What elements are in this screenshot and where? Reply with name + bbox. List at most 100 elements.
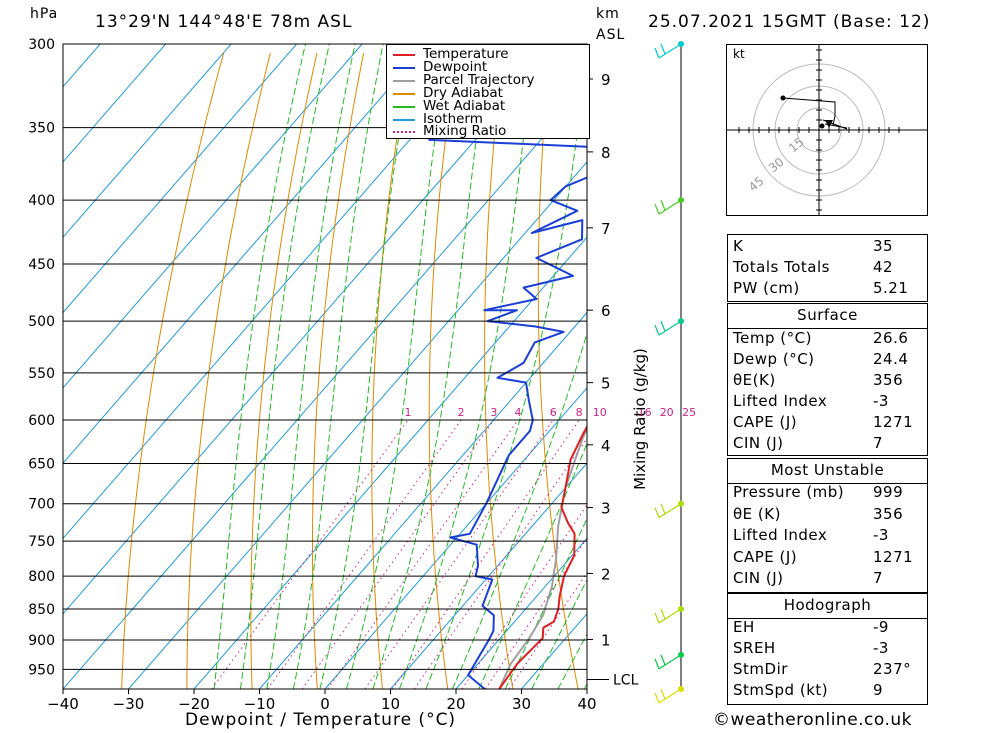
legend-item: Temperature — [393, 47, 509, 61]
km-tick-label: 9 — [601, 71, 611, 89]
mu-row: Pressure (mb) 999 — [733, 483, 922, 504]
mu-value: -3 — [873, 526, 889, 544]
surface-value: 24.4 — [873, 350, 909, 368]
isotherm — [455, 537, 587, 689]
mu-row: CIN (J) 7 — [733, 569, 922, 590]
index-label: Totals Totals — [733, 258, 830, 276]
index-row-k: K 35 — [733, 237, 922, 258]
hodo-label: EH — [733, 618, 755, 636]
legend-swatch — [393, 92, 415, 95]
surface-row: CAPE (J) 1271 — [733, 413, 922, 434]
legend-swatch — [393, 53, 415, 56]
index-label: PW (cm) — [733, 279, 800, 297]
mixing-ratio-line — [267, 419, 462, 689]
hodograph-unit: kt — [733, 47, 745, 61]
hodograph-stats-title: Hodograph — [783, 596, 872, 614]
y-tick-label: 800 — [28, 569, 55, 585]
mu-label: θE (K) — [733, 505, 781, 523]
legend-item: Isotherm — [393, 111, 483, 127]
plot-frame — [62, 43, 588, 690]
valid-datetime: 25.07.2021 15GMT (Base: 12) — [648, 12, 931, 32]
x-tick-label: 30 — [512, 695, 531, 713]
mixing-ratio-line — [327, 419, 519, 689]
dry-adiabat — [428, 52, 458, 689]
hodo-label: SREH — [733, 639, 776, 657]
mu-value: 999 — [873, 483, 904, 501]
surface-value: 7 — [873, 434, 884, 452]
most-unstable-title: Most Unstable — [770, 461, 885, 479]
y-tick-label: 750 — [28, 534, 55, 550]
legend-swatch — [393, 79, 415, 82]
plot-area — [63, 44, 1000, 689]
x-tick-label: −40 — [47, 695, 79, 713]
hodo-row: StmDir 237° — [733, 660, 922, 681]
pressure-unit: hPa — [30, 6, 59, 22]
isotherm — [63, 44, 298, 314]
y-tick-label: 650 — [28, 456, 55, 472]
y-tick-label: 500 — [28, 314, 55, 330]
isotherm — [63, 44, 429, 464]
km-tick-label: 1 — [601, 631, 611, 649]
temperature-line — [498, 424, 587, 689]
divider — [728, 328, 927, 329]
surface-label: Lifted Index — [733, 392, 828, 410]
y-tick-label: 900 — [28, 633, 55, 649]
mixing-ratio-line — [301, 419, 495, 689]
surface-label: Dewp (°C) — [733, 350, 815, 368]
legend-label: Isotherm — [423, 111, 483, 127]
isotherm — [193, 236, 587, 689]
dry-adiabat — [186, 52, 271, 689]
isotherm — [63, 44, 167, 163]
legend-label: Dewpoint — [423, 59, 488, 75]
mixing-ratio-label: 10 — [593, 406, 607, 419]
km-tick-label: 4 — [601, 437, 611, 455]
dry-adiabat — [537, 52, 579, 689]
legend-label: Mixing Ratio — [423, 123, 507, 139]
hodo-row: StmSpd (kt) 9 — [733, 681, 922, 702]
legend-swatch — [393, 130, 415, 133]
lcl-label: LCL — [613, 673, 639, 689]
y-tick-label: 350 — [28, 121, 55, 137]
copyright-footer[interactable]: ©weatheronline.co.uk — [713, 710, 913, 730]
station-location: 13°29'N 144°48'E 78m ASL — [95, 12, 353, 32]
wind-barb-icon — [654, 503, 682, 519]
surface-panel: Surface Temp (°C) 26.6 Dewp (°C) 24.4 θE(K… — [727, 303, 928, 456]
legend-item: Dry Adiabat — [393, 85, 503, 101]
height-unit-asl: ASL — [596, 27, 626, 43]
mu-label: Lifted Index — [733, 526, 828, 544]
legend-item: Parcel Trajectory — [393, 73, 535, 87]
surface-row: Dewp (°C) 24.4 — [733, 350, 922, 371]
dry-adiabat — [641, 53, 709, 689]
hodograph-trace — [782, 97, 836, 126]
isotherm — [63, 44, 560, 615]
dry-adiabat — [121, 52, 225, 689]
wind-barb-icon — [654, 654, 682, 670]
surface-row: Lifted Index -3 — [733, 392, 922, 413]
index-row-pw: PW (cm) 5.21 — [733, 279, 922, 300]
dry-adiabat — [371, 52, 411, 689]
wind-barb-icon — [654, 43, 682, 59]
mu-label: Pressure (mb) — [733, 483, 845, 501]
index-value: 5.21 — [873, 279, 909, 297]
dewpoint-line — [422, 86, 587, 689]
mixing-ratio-label: 3 — [490, 406, 497, 419]
legend-swatch — [393, 118, 415, 121]
index-value: 35 — [873, 237, 894, 255]
divider — [728, 483, 927, 484]
mixing-ratio-label: 16 — [638, 406, 652, 419]
surface-label: CIN (J) — [733, 434, 784, 452]
y-tick-label: 850 — [28, 602, 55, 618]
surface-row: θE(K) 356 — [733, 371, 922, 392]
mu-row: θE (K) 356 — [733, 505, 922, 526]
wet-adiabat — [398, 44, 536, 689]
isotherm — [128, 161, 587, 689]
y-tick-label: 600 — [28, 413, 55, 429]
surface-value: 1271 — [873, 413, 914, 431]
legend-label: Dry Adiabat — [423, 85, 503, 101]
wet-adiabat — [213, 44, 306, 689]
index-row-totals: Totals Totals 42 — [733, 258, 922, 279]
dry-adiabat — [970, 53, 1000, 689]
dry-adiabat — [250, 52, 318, 689]
mu-row: Lifted Index -3 — [733, 526, 922, 547]
